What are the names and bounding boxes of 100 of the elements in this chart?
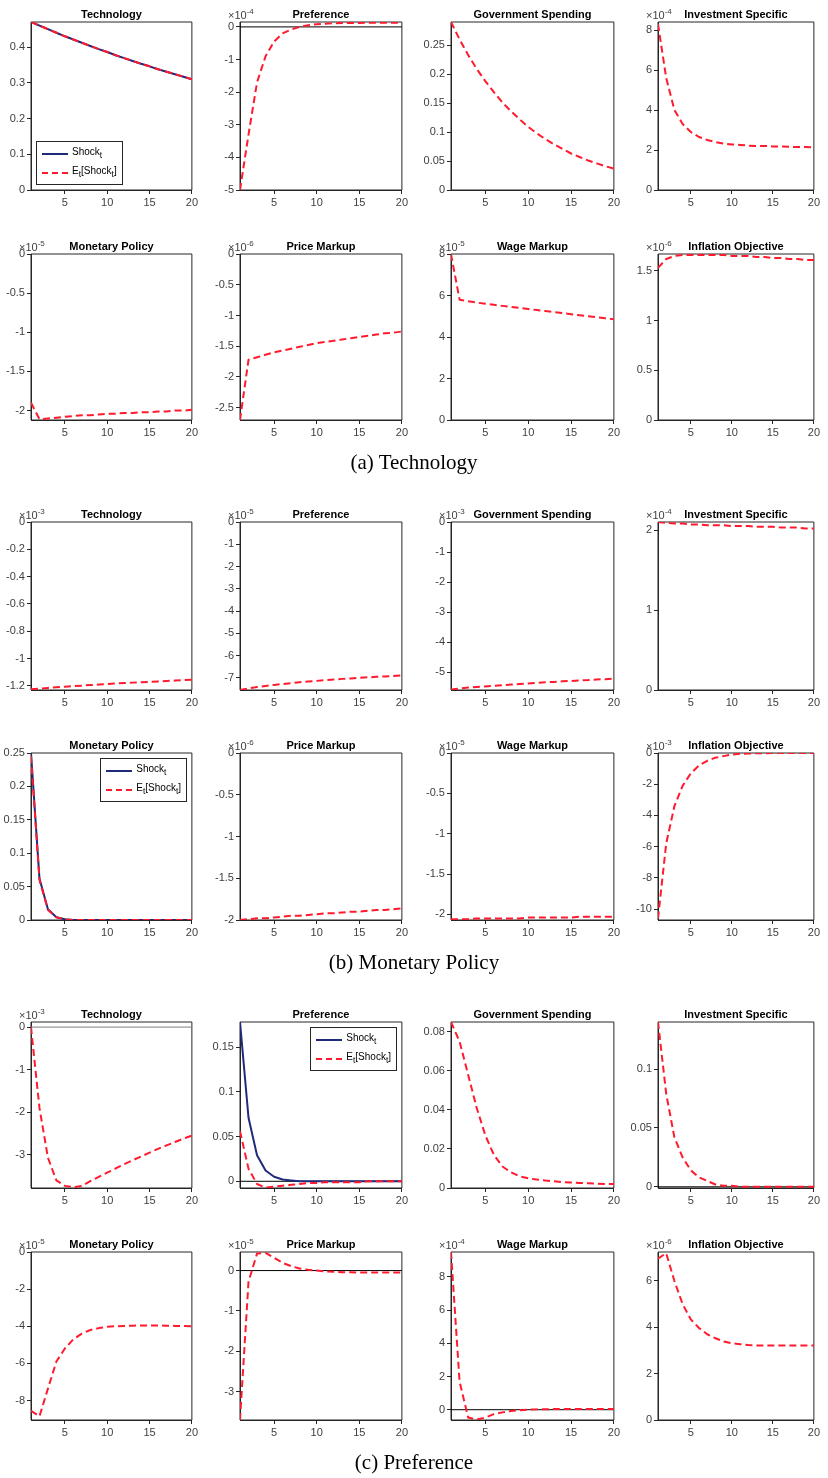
- x-tick-label: 15: [564, 1193, 578, 1206]
- x-tick-label: 10: [310, 695, 323, 708]
- x-tick-label: 10: [522, 195, 535, 208]
- text: (c) Preference: [353, 1450, 475, 1475]
- y-tick-label: -4: [224, 150, 234, 163]
- y-tick-label: 0.1: [9, 147, 25, 160]
- x-tick-label: 5: [271, 425, 278, 438]
- y-tick-label: 0: [645, 413, 652, 426]
- x-tick-label: 10: [101, 1425, 114, 1438]
- y-tick-label: 1.5: [636, 263, 652, 276]
- y-tick-label: -6: [224, 648, 234, 661]
- x-tick-label: 15: [143, 425, 156, 438]
- x-tick-label: 15: [766, 695, 779, 708]
- x-tick-label: 5: [482, 425, 489, 438]
- x-tick-label: 5: [61, 1425, 68, 1438]
- chart-title: Inflation Objective: [688, 240, 784, 252]
- y-tick-label: -1: [224, 829, 234, 842]
- x-tick-label: 15: [353, 1193, 366, 1206]
- y-tick-label: 0.15: [423, 96, 445, 109]
- x-tick-label: 5: [687, 195, 694, 208]
- x-tick-label: 10: [310, 1193, 323, 1206]
- x-tick-label: 20: [607, 425, 621, 438]
- x-tick-label: 5: [61, 695, 68, 708]
- y-tick-label: 0: [645, 1179, 652, 1192]
- legend-label: E$_{t}$[Shock$_{t}$]: [72, 164, 117, 181]
- x-tick-label: 5: [482, 1193, 489, 1206]
- x-tick-label: 20: [185, 695, 199, 708]
- y-tick-label: 0: [438, 413, 445, 426]
- x-tick-label: 10: [725, 1425, 738, 1438]
- x-tick-label: 15: [766, 195, 779, 208]
- y-tick-label: 0: [18, 913, 25, 926]
- chart-title: Technology: [80, 8, 143, 20]
- y-tick-label: 0: [438, 183, 445, 196]
- chart-title: Price Markup: [286, 1238, 356, 1250]
- x-tick-label: 5: [482, 925, 489, 938]
- chart-title: Price Markup: [286, 739, 356, 751]
- x-tick-label: 15: [564, 195, 578, 208]
- chart-title: Investment Specific: [684, 1008, 788, 1020]
- y-tick-label: -2: [15, 403, 25, 416]
- chart-title: Government Spending: [473, 8, 592, 20]
- x-tick-label: 10: [101, 1193, 114, 1206]
- y-tick-label: 0.1: [218, 1084, 234, 1097]
- x-tick-label: 20: [185, 1425, 199, 1438]
- x-tick-label: 5: [687, 425, 694, 438]
- x-tick-label: 10: [522, 425, 535, 438]
- x-tick-label: 20: [395, 925, 409, 938]
- x-tick-label: 20: [185, 195, 199, 208]
- y-tick-label: -1: [224, 1303, 234, 1316]
- y-tick-label: 0.04: [423, 1102, 445, 1115]
- y-tick-label: 0.15: [212, 1040, 234, 1053]
- y-tick-label: -1.5: [215, 339, 234, 352]
- x-tick-label: 5: [482, 1425, 489, 1438]
- x-tick-label: 20: [807, 425, 821, 438]
- y-tick-label: -3: [15, 1147, 25, 1160]
- x-tick-label: 15: [564, 425, 578, 438]
- y-tick-label: -3: [224, 117, 234, 130]
- y-tick-label: -1: [435, 545, 445, 558]
- x-tick-label: 10: [522, 925, 535, 938]
- x-tick-label: 5: [271, 695, 278, 708]
- x-tick-label: 5: [271, 1425, 278, 1438]
- y-tick-label: 0.05: [212, 1129, 234, 1142]
- y-tick-label: -1: [15, 651, 25, 664]
- y-tick-label: -0.4: [6, 569, 25, 582]
- x-tick-label: 20: [395, 1193, 409, 1206]
- x-tick-label: 10: [101, 695, 114, 708]
- y-tick-label: -0.5: [215, 277, 234, 290]
- chart-title: Preference: [292, 8, 350, 20]
- y-tick-label: -6: [642, 839, 652, 852]
- chart-title: Preference: [292, 508, 350, 520]
- x-tick-label: 15: [143, 1193, 156, 1206]
- y-tick-label: -7: [224, 670, 234, 683]
- y-tick-label: -4: [435, 635, 445, 648]
- x-tick-label: 15: [143, 925, 156, 938]
- y-tick-label: 2: [438, 371, 445, 384]
- y-tick-label: -5: [224, 183, 234, 196]
- x-tick-label: 20: [607, 695, 621, 708]
- y-tick-label: 2: [645, 523, 652, 536]
- x-tick-label: 20: [807, 695, 821, 708]
- y-tick-label: -2: [435, 907, 445, 920]
- y-tick-label: 0.2: [9, 111, 25, 124]
- x-tick-label: 15: [766, 425, 779, 438]
- x-tick-label: 5: [687, 1425, 694, 1438]
- y-tick-label: 0.05: [630, 1120, 652, 1133]
- x-tick-label: 15: [564, 695, 578, 708]
- y-tick-label: 0: [227, 1174, 234, 1187]
- x-tick-label: 15: [353, 925, 366, 938]
- y-tick-label: 0.1: [636, 1062, 652, 1075]
- y-tick-label: -5: [435, 665, 445, 678]
- x-tick-label: 10: [310, 925, 323, 938]
- y-tick-label: -1: [15, 1062, 25, 1075]
- y-tick-label: -5: [224, 626, 234, 639]
- x-tick-label: 10: [725, 195, 738, 208]
- x-tick-label: 10: [725, 695, 738, 708]
- x-tick-label: 10: [522, 1193, 535, 1206]
- y-tick-label: 0: [645, 183, 652, 196]
- text: (b) Monetary Policy: [327, 950, 501, 975]
- y-tick-label: -0.5: [426, 786, 445, 799]
- chart-title: Government Spending: [473, 1008, 592, 1020]
- y-tick-label: 2: [645, 143, 652, 156]
- y-tick-label: 1: [645, 313, 652, 326]
